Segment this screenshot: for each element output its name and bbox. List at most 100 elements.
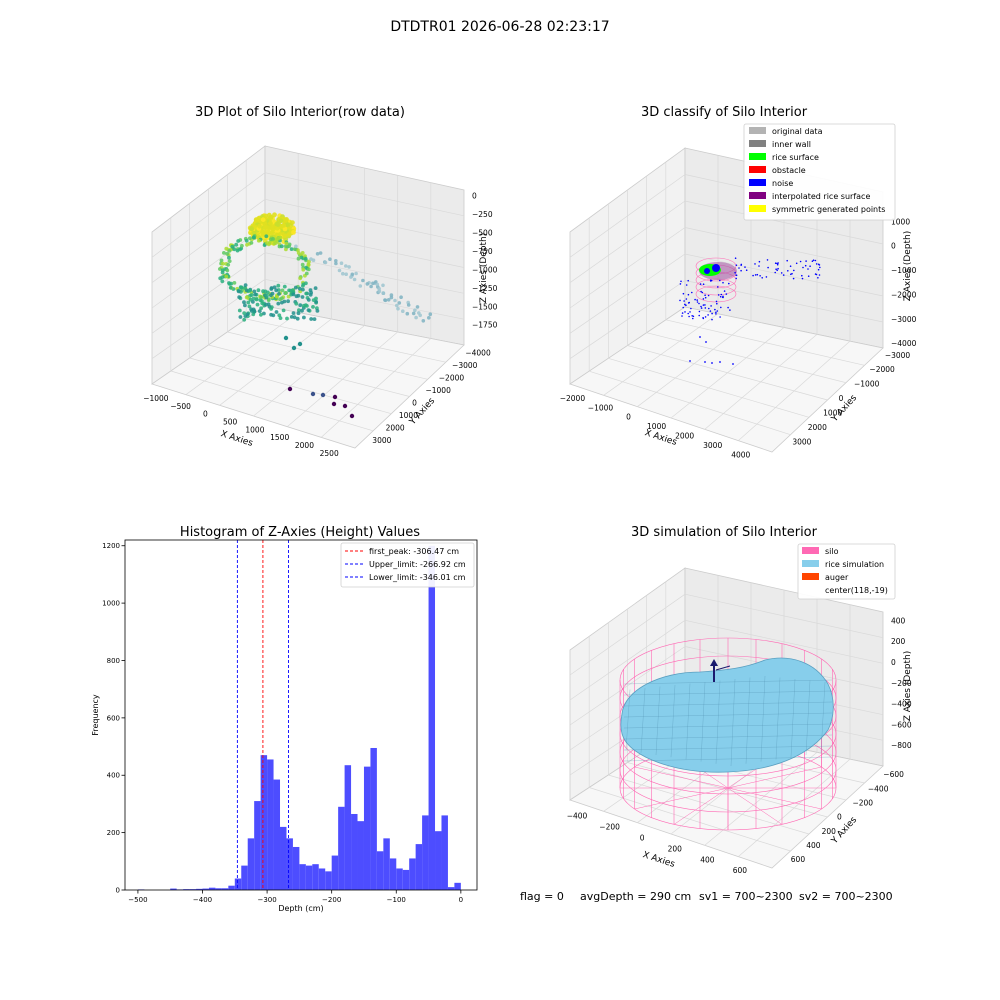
floor-grid-line <box>665 319 865 366</box>
noise-point <box>680 280 682 283</box>
z-tick-label: 200 <box>891 637 906 646</box>
x-tick-label: 1000 <box>647 422 666 431</box>
noise-point <box>776 262 778 265</box>
noise-point <box>696 299 698 301</box>
y-tick-label: −3000 <box>885 351 911 360</box>
noise-point <box>815 263 818 265</box>
noise-point <box>719 316 721 318</box>
legend-label: interpolated rice surface <box>772 192 870 201</box>
noise-point <box>735 264 738 267</box>
raw-data-point <box>227 259 232 263</box>
footer-flag: flag = 0 <box>520 890 564 903</box>
noise-point <box>682 306 684 309</box>
z-tick-label: −800 <box>891 741 912 750</box>
noise-point <box>704 304 706 306</box>
z-tick-label: −1250 <box>472 284 498 293</box>
noise-point <box>700 305 702 308</box>
noise-point <box>720 293 723 296</box>
noise-point <box>720 306 722 309</box>
z-tick-label: 0 <box>891 242 896 251</box>
raw-data-point <box>305 304 309 308</box>
noise-point <box>775 268 777 271</box>
histogram-bar <box>331 855 339 890</box>
noise-point <box>728 282 730 285</box>
raw-data-point <box>269 224 275 230</box>
noise-point <box>684 311 686 313</box>
noise-point <box>805 260 807 262</box>
raw-data-point <box>251 296 256 301</box>
noise-point <box>704 296 707 299</box>
figure-title: DTDTR01 2026-06-28 02:23:17 <box>390 19 609 35</box>
panel1-box <box>151 145 465 449</box>
raw-data-point <box>289 315 294 319</box>
noise-cluster <box>704 268 710 274</box>
y-tick-label: 200 <box>822 827 837 836</box>
raw-data-point <box>332 394 338 400</box>
noise-point <box>817 277 819 279</box>
x-tick-label: 200 <box>668 844 683 853</box>
raw-data-point <box>294 244 298 249</box>
legend-label: center(118,-19) <box>825 586 888 595</box>
z-tick-label: −1750 <box>472 321 498 330</box>
legend-swatch <box>749 205 766 212</box>
noise-point <box>711 362 713 364</box>
raw-data-point <box>352 277 357 282</box>
raw-data-point <box>277 313 282 318</box>
noise-point <box>745 269 748 272</box>
histogram-bar <box>299 864 306 890</box>
raw-data-point <box>375 282 380 287</box>
raw-data-point <box>243 286 247 290</box>
y-tick-label: 1200 <box>102 542 120 550</box>
raw-data-point <box>270 291 275 296</box>
raw-data-point <box>310 391 316 397</box>
raw-data-point <box>397 301 402 305</box>
raw-data-point <box>227 255 231 260</box>
raw-data-point <box>282 233 288 239</box>
raw-data-point <box>342 403 348 409</box>
silo-wire-spoke <box>727 766 822 789</box>
y-tick-label: −1000 <box>854 380 880 389</box>
raw-data-point <box>251 300 255 304</box>
noise-point <box>687 312 689 315</box>
raw-data-point <box>328 257 332 262</box>
noise-point <box>692 317 694 320</box>
legend-label: auger <box>825 573 849 582</box>
noise-point <box>691 291 693 294</box>
y-tick-label: 1000 <box>399 411 418 420</box>
y-tick-label: −4000 <box>465 348 491 357</box>
y-tick-label: 3000 <box>372 436 391 445</box>
legend-swatch <box>749 153 766 160</box>
raw-data-point <box>287 386 293 392</box>
y-tick-label: 400 <box>107 772 120 780</box>
rice-mesh-line <box>623 734 833 740</box>
x-tick-label: 2000 <box>295 441 314 450</box>
noise-point <box>807 268 809 270</box>
x-tick-label: −400 <box>567 811 588 820</box>
raw-data-point <box>428 312 433 317</box>
noise-point <box>694 298 696 301</box>
noise-point <box>780 272 783 274</box>
histogram-legend-items: first_peak: -306.47 cm Upper_limit: -266.… <box>345 547 466 582</box>
panel1-title: 3D Plot of Silo Interior(row data) <box>195 105 405 120</box>
raw-data-point <box>242 311 247 315</box>
raw-data-point <box>269 237 273 242</box>
histogram-bar <box>351 813 358 890</box>
rice-mesh-line <box>625 689 631 751</box>
raw-data-point <box>381 291 386 295</box>
noise-point <box>722 281 724 284</box>
raw-data-point <box>297 341 303 347</box>
raw-data-point <box>350 272 355 277</box>
noise-point <box>767 266 769 269</box>
histogram-bar <box>208 887 216 890</box>
noise-point <box>815 273 818 276</box>
histogram-bar <box>267 759 274 890</box>
noise-point <box>704 307 707 309</box>
histogram-bar <box>202 888 209 890</box>
x-tick-label: 0 <box>626 413 631 422</box>
noise-point <box>688 301 690 304</box>
histogram-bar <box>441 815 448 890</box>
raw-data-point <box>234 242 239 247</box>
noise-point <box>700 307 703 309</box>
raw-data-point <box>300 308 304 313</box>
histogram-bar <box>363 766 371 890</box>
